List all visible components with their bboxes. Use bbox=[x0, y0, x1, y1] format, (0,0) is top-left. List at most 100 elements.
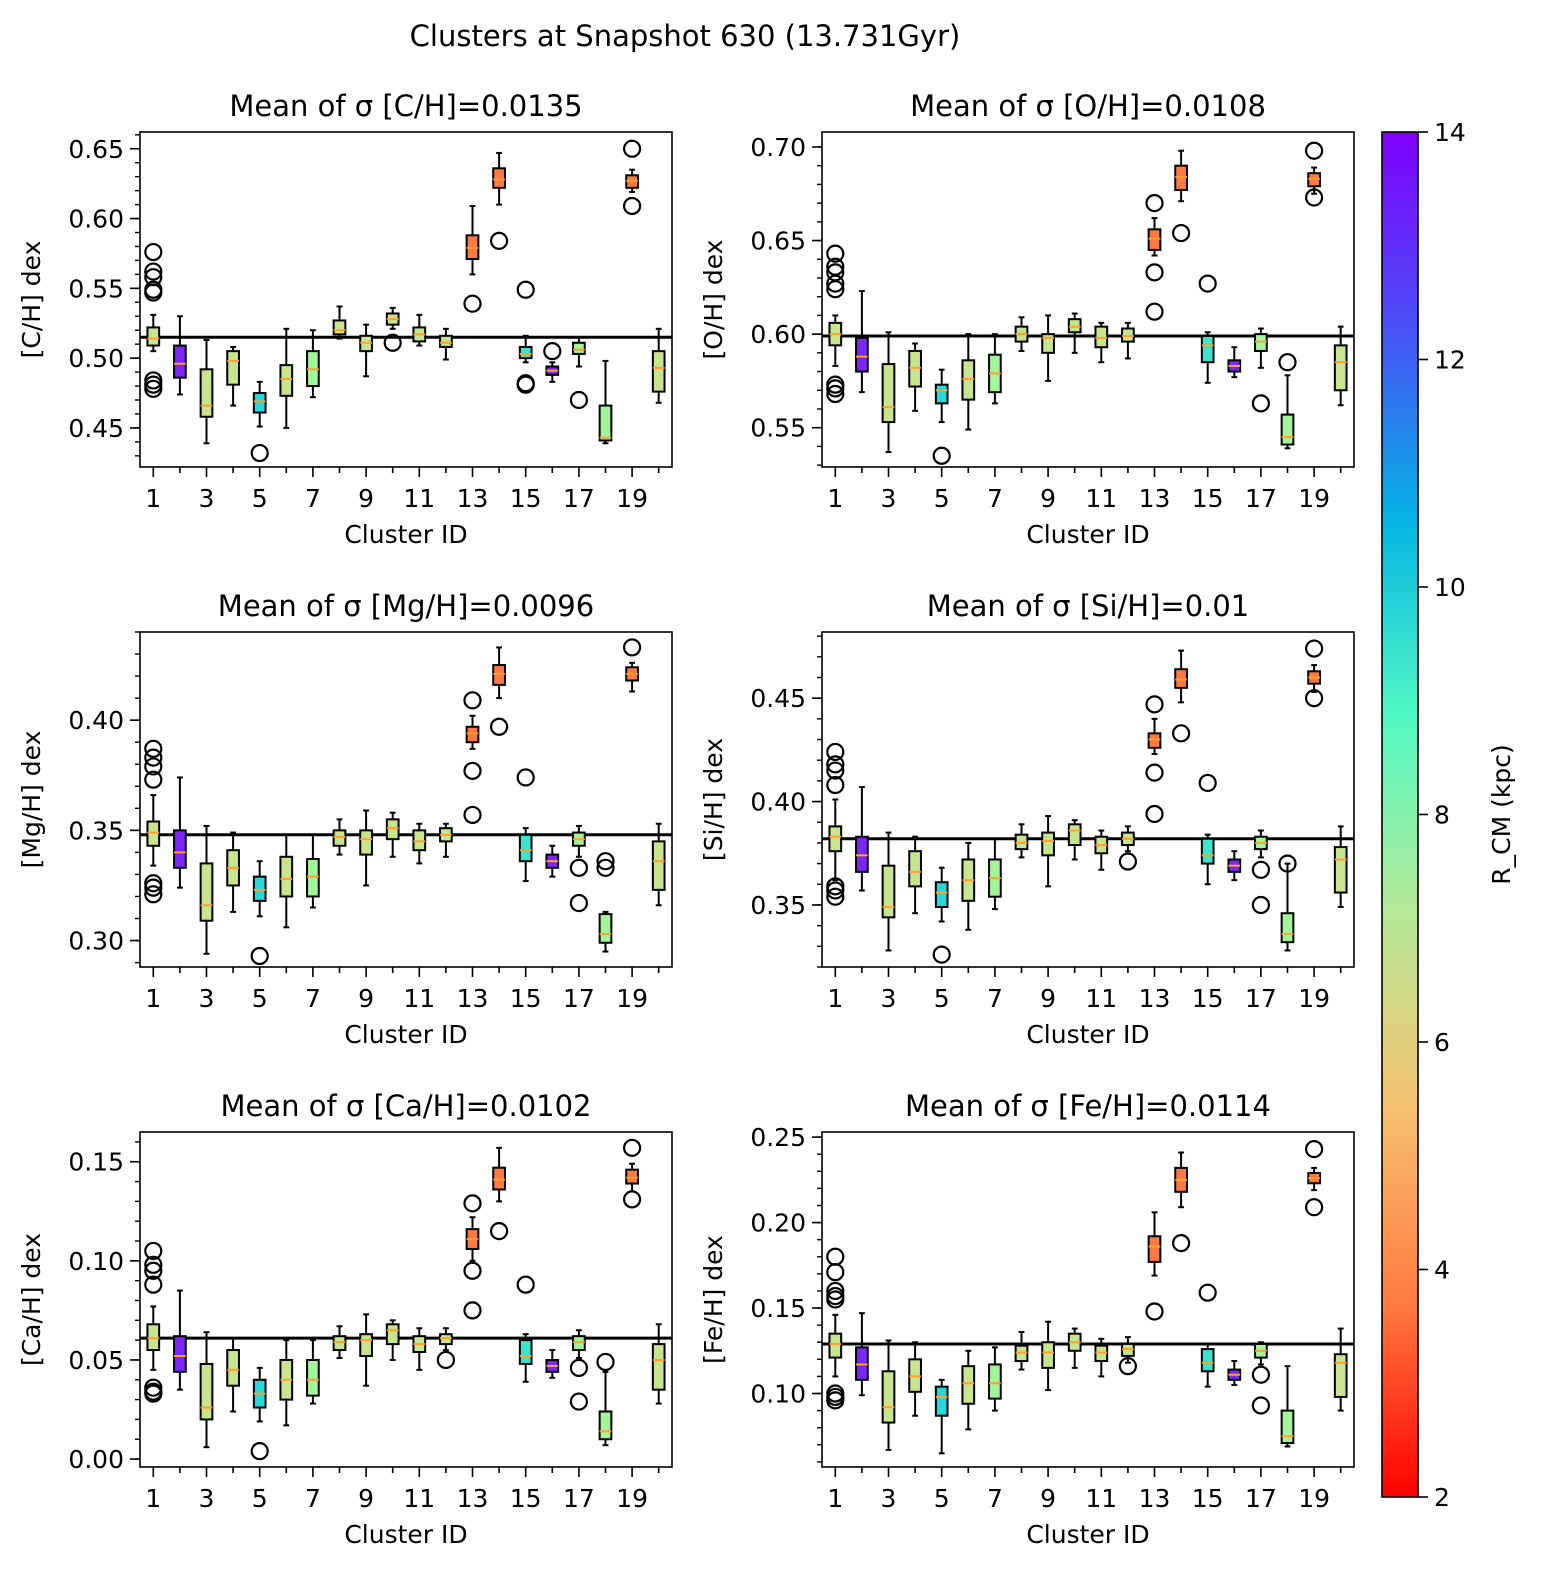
outlier-point bbox=[1251, 394, 1271, 413]
outlier-point bbox=[144, 757, 163, 776]
box-cluster-1 bbox=[144, 1241, 163, 1403]
x-tick-label: 3 bbox=[199, 1484, 215, 1513]
y-axis-label: [Ca/H] dex bbox=[17, 1233, 46, 1366]
box-body bbox=[1280, 1409, 1295, 1445]
axes-frame bbox=[821, 631, 1355, 968]
box-body bbox=[1067, 823, 1082, 846]
x-tick-label: 3 bbox=[199, 984, 215, 1013]
x-tick-label: 17 bbox=[563, 484, 595, 513]
outlier-point bbox=[144, 770, 163, 789]
box-cluster-2 bbox=[173, 1289, 187, 1391]
outlier-point bbox=[622, 1190, 642, 1209]
x-tick-label: 19 bbox=[1298, 984, 1330, 1013]
box-cluster-8 bbox=[332, 1325, 347, 1359]
box-cluster-18 bbox=[598, 359, 613, 445]
box-cluster-7 bbox=[988, 333, 1002, 405]
outlier-point bbox=[932, 945, 951, 964]
box-body bbox=[1280, 413, 1295, 446]
box-cluster-2 bbox=[855, 1312, 869, 1397]
box-cluster-7 bbox=[306, 1339, 320, 1405]
box-body bbox=[1041, 333, 1055, 354]
y-axis-label: [Fe/H] dex bbox=[699, 1235, 728, 1364]
box-cluster-1 bbox=[826, 244, 845, 404]
box-cluster-6 bbox=[279, 1339, 294, 1427]
outlier-point bbox=[622, 139, 642, 158]
x-tick-label: 9 bbox=[358, 1484, 374, 1513]
outlier-point bbox=[490, 1222, 509, 1241]
y-tick-label: 0.10 bbox=[68, 1247, 124, 1276]
outlier-point bbox=[1251, 860, 1271, 879]
axes-frame bbox=[821, 131, 1355, 468]
box-body bbox=[651, 840, 666, 891]
box-cluster-10 bbox=[385, 811, 400, 858]
box-body bbox=[332, 829, 347, 847]
outlier-point bbox=[144, 1261, 163, 1280]
colorbar-tick-label: 12 bbox=[1434, 346, 1466, 375]
box-cluster-5 bbox=[250, 1366, 269, 1461]
box-cluster-18 bbox=[596, 1352, 615, 1447]
box-cluster-19 bbox=[1304, 1139, 1324, 1217]
y-tick-label: 0.40 bbox=[750, 788, 806, 817]
colorbar-tick-label: 6 bbox=[1434, 1028, 1450, 1057]
colorbar-tick-label: 8 bbox=[1434, 801, 1450, 830]
outlier-point bbox=[1278, 353, 1297, 372]
box-body bbox=[226, 1349, 240, 1387]
box-cluster-8 bbox=[332, 305, 347, 340]
box-body bbox=[518, 1339, 533, 1365]
box-cluster-18 bbox=[1278, 353, 1297, 450]
box-body bbox=[412, 829, 427, 852]
x-tick-label: 1 bbox=[145, 984, 161, 1013]
x-axis-label: Cluster ID bbox=[1026, 520, 1149, 549]
box-cluster-10 bbox=[385, 1319, 400, 1361]
x-tick-label: 5 bbox=[934, 484, 950, 513]
box-cluster-14 bbox=[1171, 649, 1191, 743]
box-cluster-2 bbox=[855, 786, 869, 892]
outlier-point bbox=[826, 775, 845, 795]
y-tick-label: 0.05 bbox=[68, 1346, 124, 1375]
box-cluster-2 bbox=[855, 290, 869, 394]
x-tick-label: 5 bbox=[934, 984, 950, 1013]
box-cluster-16 bbox=[1227, 1360, 1242, 1386]
x-tick-label: 17 bbox=[1245, 1484, 1277, 1513]
axes-frame bbox=[139, 131, 673, 468]
outlier-point bbox=[826, 384, 845, 404]
outlier-point bbox=[622, 638, 642, 657]
box-cluster-2 bbox=[173, 315, 187, 396]
x-tick-label: 19 bbox=[616, 984, 648, 1013]
outlier-point bbox=[1198, 1283, 1217, 1302]
box-body bbox=[855, 336, 869, 373]
outlier-point bbox=[1145, 302, 1164, 321]
box-body bbox=[359, 829, 373, 856]
x-tick-label: 19 bbox=[1298, 484, 1330, 513]
box-cluster-16 bbox=[545, 1349, 560, 1379]
y-tick-label: 0.15 bbox=[750, 1294, 806, 1323]
box-cluster-12 bbox=[1118, 825, 1138, 871]
box-body bbox=[1200, 837, 1215, 865]
box-cluster-13 bbox=[1145, 1211, 1164, 1321]
box-cluster-8 bbox=[1014, 1330, 1029, 1371]
outlier-point bbox=[1145, 194, 1164, 213]
colorbar-tick-label: 14 bbox=[1434, 118, 1466, 147]
outlier-point bbox=[144, 1384, 163, 1403]
y-tick-label: 0.40 bbox=[68, 706, 124, 735]
box-cluster-10 bbox=[383, 306, 402, 352]
x-tick-label: 1 bbox=[827, 484, 843, 513]
box-cluster-11 bbox=[1094, 1337, 1109, 1378]
box-cluster-13 bbox=[463, 691, 482, 825]
subplots: Mean of σ [C/H]=0.0135 0.45 0.50 0.55 0.60 0.… bbox=[17, 89, 1355, 1549]
subplot-6: Mean of σ [Fe/H]=0.0114 0.10 0.15 0.20 0.25 1… bbox=[699, 1089, 1355, 1549]
box-cluster-8 bbox=[1014, 316, 1029, 352]
x-tick-label: 7 bbox=[987, 1484, 1003, 1513]
outlier-point bbox=[1251, 895, 1271, 915]
outlier-point bbox=[569, 1392, 589, 1411]
outlier-point bbox=[490, 717, 509, 736]
x-axis-label: Cluster ID bbox=[344, 1020, 467, 1049]
box-cluster-19 bbox=[622, 139, 642, 216]
x-tick-label: 3 bbox=[881, 1484, 897, 1513]
x-axis-label: Cluster ID bbox=[344, 1520, 467, 1549]
box-cluster-13 bbox=[1145, 194, 1164, 321]
box-cluster-1 bbox=[826, 1247, 845, 1410]
subplot-4: Mean of σ [Si/H]=0.010.350.400.451 3 5 7 9 11… bbox=[699, 589, 1355, 1049]
box-cluster-20 bbox=[651, 327, 666, 404]
